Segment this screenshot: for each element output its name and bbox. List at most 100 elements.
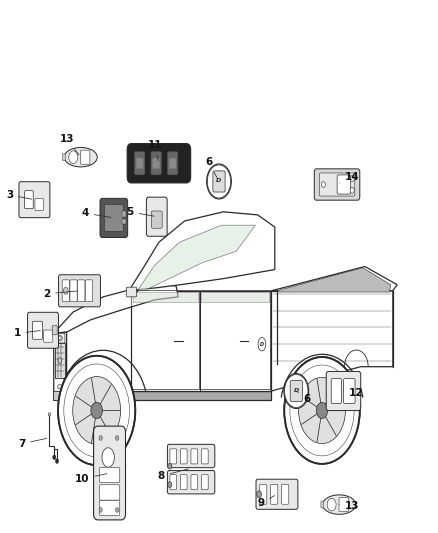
FancyBboxPatch shape [35,198,43,211]
FancyBboxPatch shape [59,274,100,307]
Circle shape [299,377,346,443]
Text: D: D [293,387,299,392]
FancyBboxPatch shape [201,292,269,302]
FancyBboxPatch shape [127,143,191,183]
FancyBboxPatch shape [62,280,69,302]
FancyBboxPatch shape [260,484,267,504]
FancyBboxPatch shape [167,445,215,467]
FancyBboxPatch shape [319,173,355,196]
FancyBboxPatch shape [136,158,143,168]
Circle shape [58,356,135,465]
Polygon shape [88,391,271,400]
Ellipse shape [57,335,62,341]
Text: 6: 6 [296,391,311,404]
Ellipse shape [69,151,78,164]
Circle shape [207,164,231,199]
FancyBboxPatch shape [99,485,120,500]
FancyBboxPatch shape [126,287,137,297]
Text: 5: 5 [127,207,154,217]
Circle shape [321,182,325,188]
FancyBboxPatch shape [167,471,215,494]
Circle shape [350,188,354,193]
FancyBboxPatch shape [337,175,351,194]
Circle shape [284,357,360,464]
FancyBboxPatch shape [167,152,178,175]
FancyBboxPatch shape [271,484,278,504]
FancyBboxPatch shape [152,211,162,228]
FancyBboxPatch shape [151,152,161,175]
FancyBboxPatch shape [213,171,225,192]
Circle shape [55,459,59,463]
FancyBboxPatch shape [85,280,93,302]
Ellipse shape [323,495,356,514]
Text: D: D [216,178,222,183]
FancyBboxPatch shape [146,197,167,236]
FancyBboxPatch shape [180,449,187,464]
Circle shape [99,507,102,512]
FancyBboxPatch shape [104,205,124,231]
Polygon shape [54,332,67,400]
Text: 6: 6 [205,157,218,179]
FancyBboxPatch shape [70,280,77,302]
Circle shape [350,176,354,182]
FancyBboxPatch shape [122,219,126,224]
Polygon shape [129,212,275,291]
Text: 14: 14 [339,172,359,183]
Circle shape [257,491,261,498]
Circle shape [116,435,119,440]
FancyBboxPatch shape [94,426,126,520]
Text: 3: 3 [6,190,32,200]
FancyBboxPatch shape [19,182,50,217]
FancyBboxPatch shape [99,500,120,515]
FancyBboxPatch shape [191,475,198,490]
Circle shape [99,435,102,440]
FancyBboxPatch shape [201,449,208,464]
FancyBboxPatch shape [339,497,348,512]
Circle shape [48,413,50,416]
Ellipse shape [58,385,62,389]
FancyBboxPatch shape [321,501,324,508]
Text: 7: 7 [18,438,47,449]
Ellipse shape [102,448,114,467]
Circle shape [168,463,172,469]
Ellipse shape [58,337,61,340]
Ellipse shape [58,358,61,364]
Text: 2: 2 [43,289,77,299]
FancyBboxPatch shape [153,158,159,168]
FancyBboxPatch shape [25,191,33,209]
FancyBboxPatch shape [122,212,126,216]
FancyBboxPatch shape [343,378,355,403]
FancyBboxPatch shape [78,280,85,302]
FancyBboxPatch shape [133,292,198,302]
FancyBboxPatch shape [180,475,187,490]
FancyBboxPatch shape [63,154,65,160]
Text: 13: 13 [339,502,359,511]
FancyBboxPatch shape [191,449,198,464]
Text: 4: 4 [81,208,111,218]
FancyBboxPatch shape [201,475,208,490]
Text: 13: 13 [60,134,79,155]
FancyBboxPatch shape [99,467,120,482]
Polygon shape [272,266,397,291]
Text: 11: 11 [147,140,162,160]
FancyBboxPatch shape [100,198,127,238]
Circle shape [284,374,309,408]
FancyBboxPatch shape [170,158,176,168]
Text: 12: 12 [343,388,364,398]
Polygon shape [138,225,255,291]
FancyBboxPatch shape [256,479,298,510]
FancyBboxPatch shape [331,378,341,403]
Text: 1: 1 [14,328,40,338]
FancyBboxPatch shape [170,449,177,464]
FancyBboxPatch shape [28,312,58,348]
FancyBboxPatch shape [43,330,53,342]
Polygon shape [272,291,393,391]
Text: D: D [260,342,264,347]
Polygon shape [277,268,391,292]
FancyBboxPatch shape [81,150,90,164]
Text: 9: 9 [258,496,275,508]
Ellipse shape [64,148,97,167]
FancyBboxPatch shape [326,372,361,410]
Ellipse shape [258,337,266,351]
Circle shape [91,402,102,418]
